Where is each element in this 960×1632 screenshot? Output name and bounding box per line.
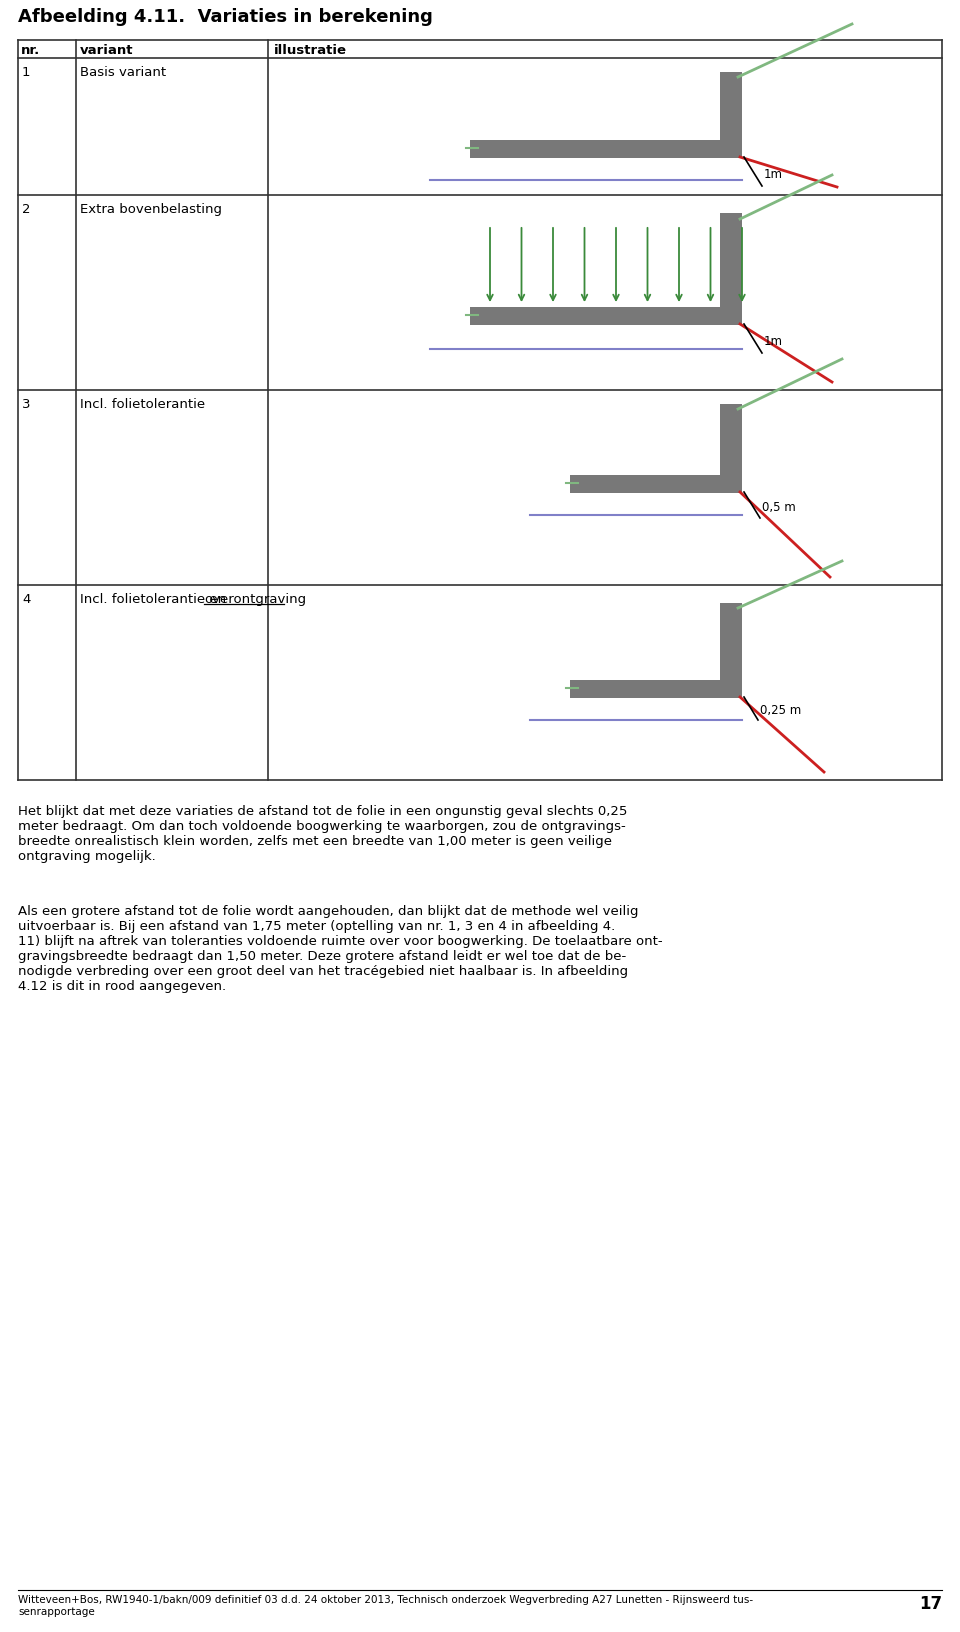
Text: Incl. folietolerantie: Incl. folietolerantie bbox=[80, 398, 205, 411]
Text: 0,25 m: 0,25 m bbox=[760, 703, 802, 716]
Bar bbox=[470, 307, 742, 325]
Bar bbox=[720, 72, 742, 140]
Bar bbox=[470, 140, 742, 158]
Text: variant: variant bbox=[80, 44, 133, 57]
Text: Als een grotere afstand tot de folie wordt aangehouden, dan blijkt dat de method: Als een grotere afstand tot de folie wor… bbox=[18, 906, 662, 992]
Text: Extra bovenbelasting: Extra bovenbelasting bbox=[80, 202, 222, 215]
Text: Incl. folietolerantie en: Incl. folietolerantie en bbox=[80, 592, 230, 605]
Bar bbox=[570, 475, 742, 493]
Bar bbox=[720, 214, 742, 307]
Text: Basis variant: Basis variant bbox=[80, 65, 166, 78]
Bar bbox=[720, 602, 742, 681]
Text: 17: 17 bbox=[919, 1594, 942, 1612]
Text: 4: 4 bbox=[22, 592, 31, 605]
Text: 0,5 m: 0,5 m bbox=[762, 501, 796, 514]
Text: nr.: nr. bbox=[21, 44, 40, 57]
Text: Het blijkt dat met deze variaties de afstand tot de folie in een ongunstig geval: Het blijkt dat met deze variaties de afs… bbox=[18, 805, 628, 863]
Text: 1m: 1m bbox=[764, 168, 783, 181]
Bar bbox=[720, 405, 742, 475]
Text: 1m: 1m bbox=[764, 335, 783, 348]
Text: 2: 2 bbox=[22, 202, 31, 215]
Text: illustratie: illustratie bbox=[274, 44, 347, 57]
Text: 1: 1 bbox=[22, 65, 31, 78]
Text: Afbeelding 4.11.  Variaties in berekening: Afbeelding 4.11. Variaties in berekening bbox=[18, 8, 433, 26]
Text: Witteveen+Bos, RW1940-1/bakn/009 definitief 03 d.d. 24 oktober 2013, Technisch o: Witteveen+Bos, RW1940-1/bakn/009 definit… bbox=[18, 1594, 754, 1617]
Text: overontgraving: overontgraving bbox=[204, 592, 306, 605]
Text: 3: 3 bbox=[22, 398, 31, 411]
Bar bbox=[570, 681, 742, 698]
